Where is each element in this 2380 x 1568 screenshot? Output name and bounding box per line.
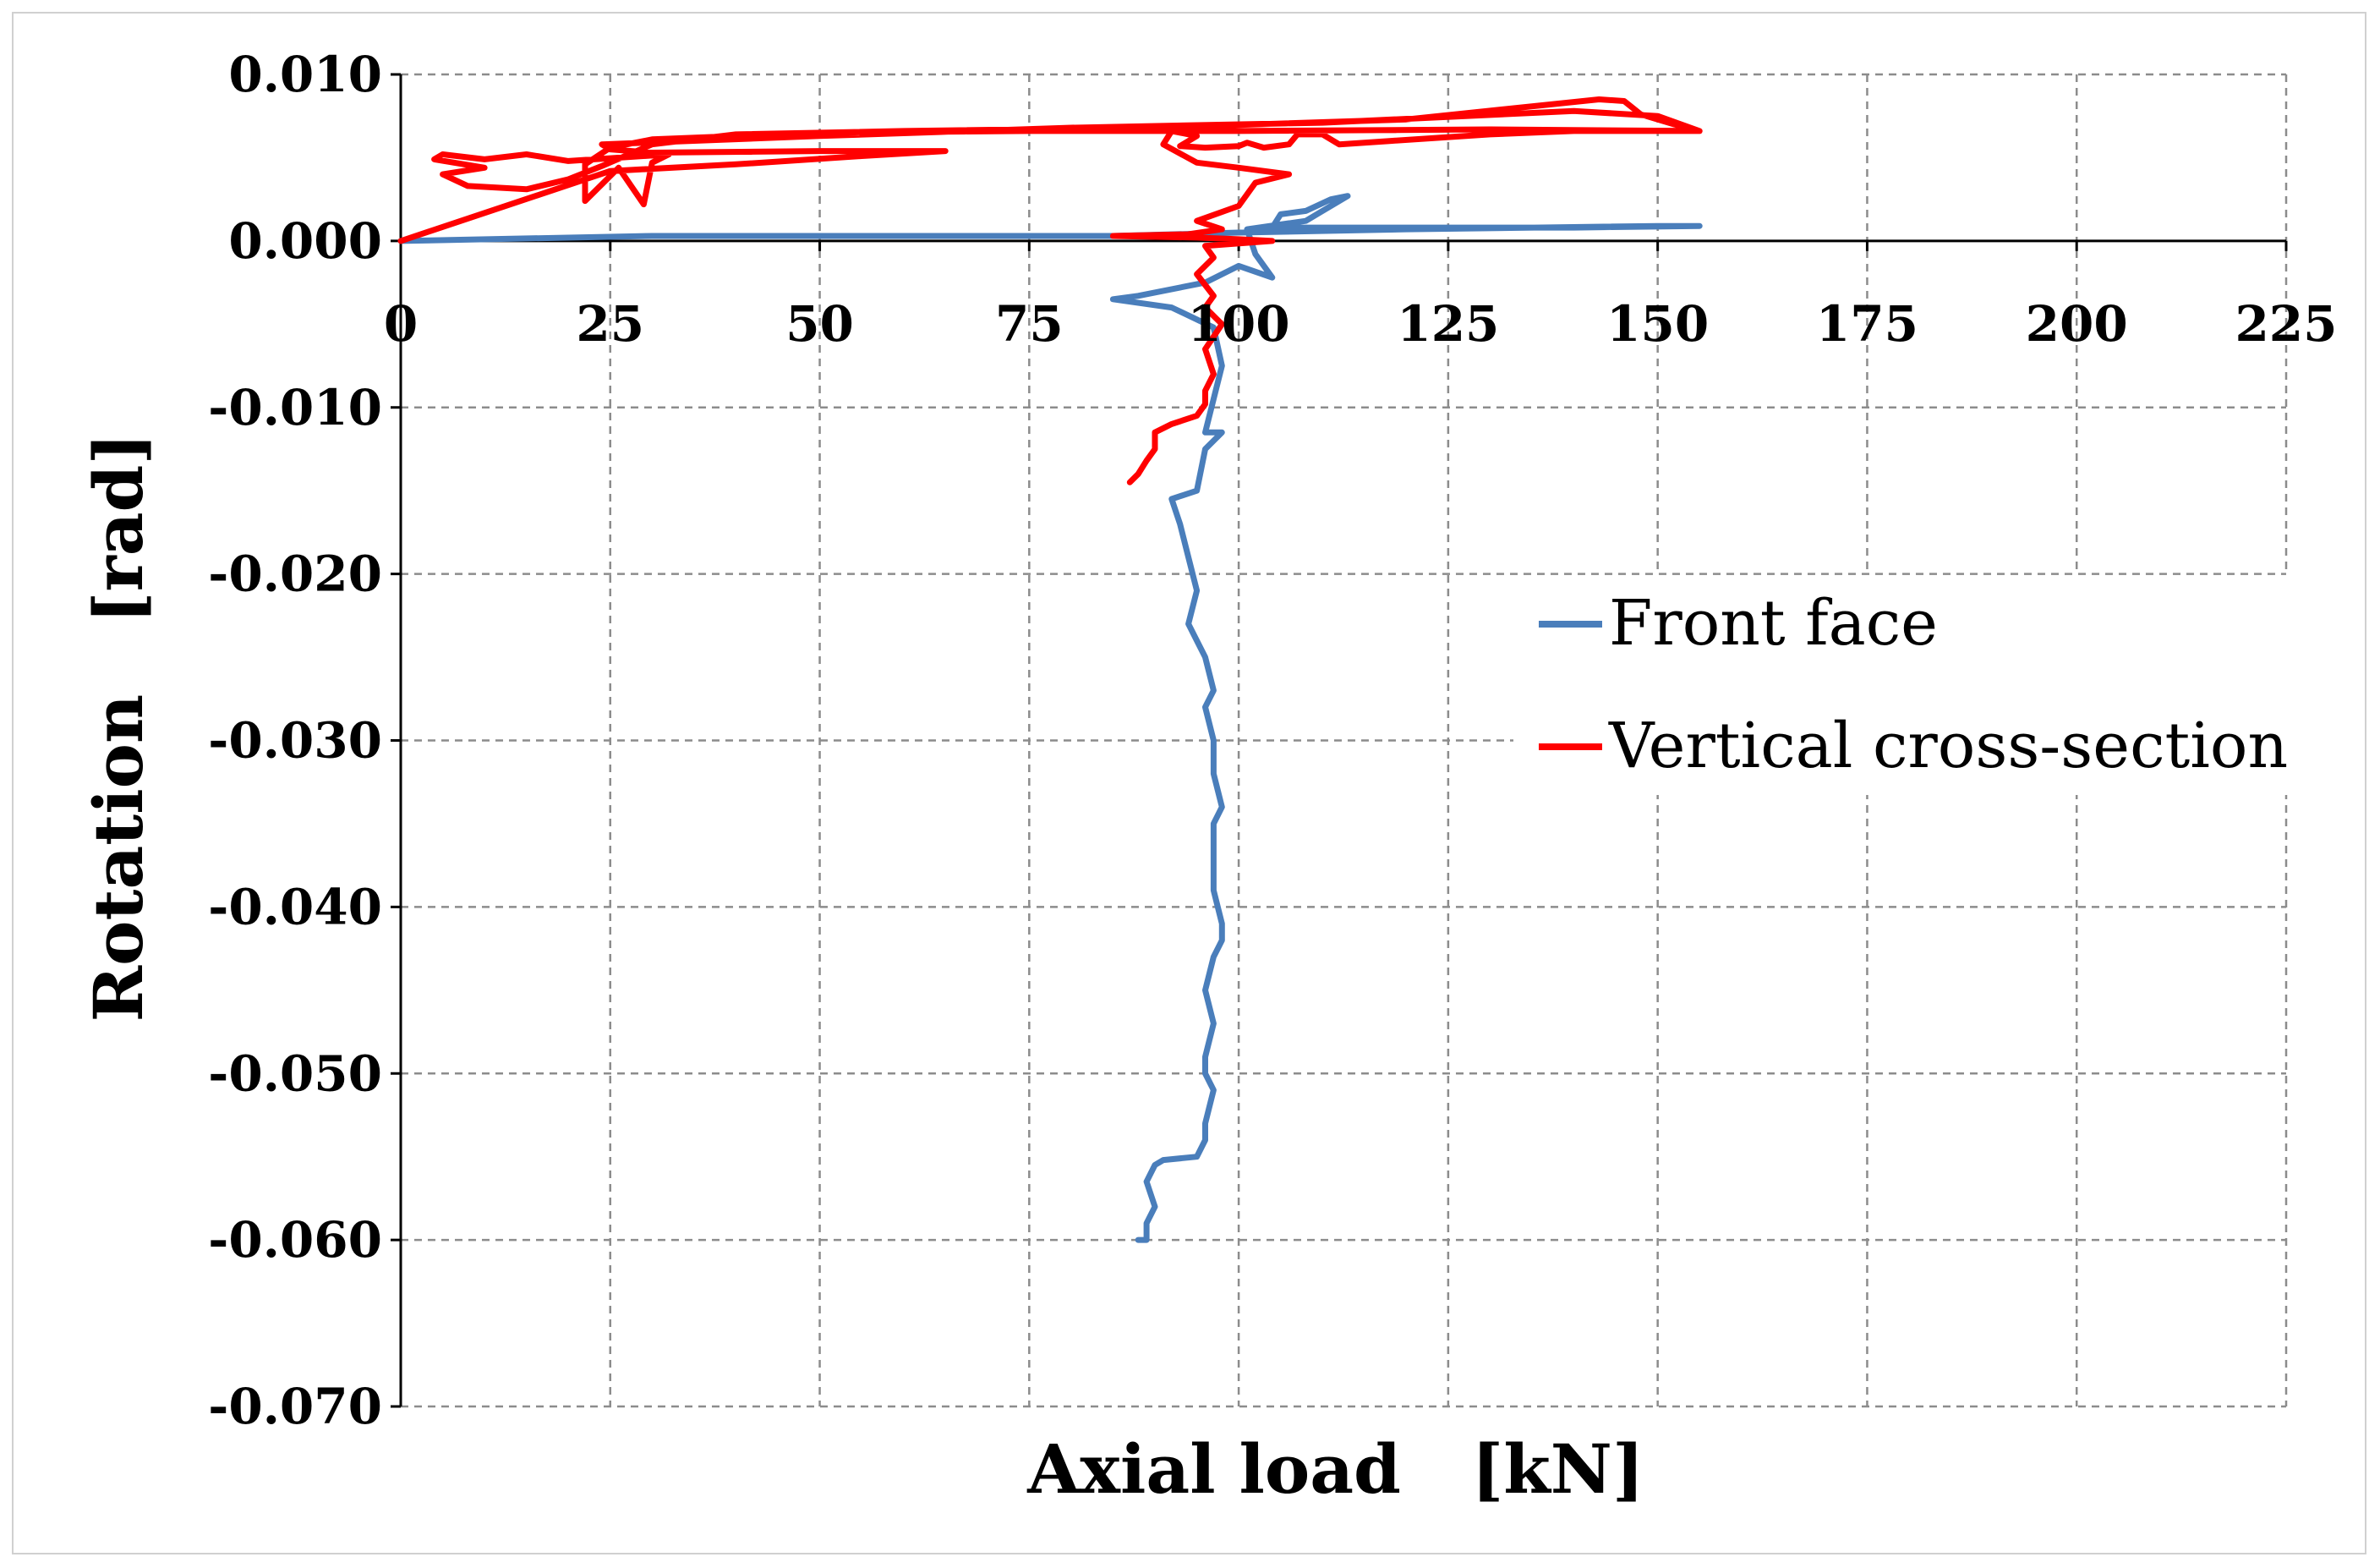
series-group: [397, 96, 1703, 1243]
x-tick-label: 25: [576, 295, 644, 353]
x-tick-label: 100: [1188, 295, 1290, 353]
legend: Front face Vertical cross-section: [1513, 575, 2359, 795]
y-tick-label: -0.010: [208, 379, 382, 436]
x-tick-label: 75: [995, 295, 1064, 353]
tick-labels: 0.010 0.000 -0.010 -0.020 -0.030 -0.040 -0.050…: [208, 46, 2337, 1435]
y-axis-label: Rotation [rad]: [79, 433, 158, 1022]
y-tick-label: 0.010: [228, 46, 382, 103]
x-tick-label: 150: [1606, 295, 1709, 353]
x-tick-label: 50: [785, 295, 854, 353]
x-axis-label: Axial load [kN]: [1026, 1429, 1644, 1509]
y-tick-label: -0.030: [208, 712, 382, 770]
series-line-front-face: [397, 193, 1703, 1243]
y-tick-label: -0.050: [208, 1044, 382, 1102]
axes: [391, 73, 2288, 1408]
y-tick-label: -0.070: [208, 1378, 382, 1435]
y-tick-label: -0.020: [208, 546, 382, 603]
series-line-vertical-cross-section: [397, 96, 1703, 485]
x-tick-label: 225: [2235, 295, 2337, 353]
y-tick-label: 0.000: [228, 212, 382, 270]
chart-frame: [12, 12, 2366, 1554]
x-tick-label: 125: [1397, 295, 1499, 353]
x-tick-label: 200: [2026, 295, 2128, 353]
y-tick-label: -0.060: [208, 1211, 382, 1269]
legend-label-vertical-cross-section: Vertical cross-section: [1608, 710, 2288, 782]
legend-background: [1513, 575, 2359, 795]
x-tick-label: 175: [1816, 295, 1918, 353]
legend-label-front-face: Front face: [1609, 587, 1938, 660]
y-tick-label: -0.040: [208, 878, 382, 935]
x-tick-label: 0: [384, 295, 418, 353]
